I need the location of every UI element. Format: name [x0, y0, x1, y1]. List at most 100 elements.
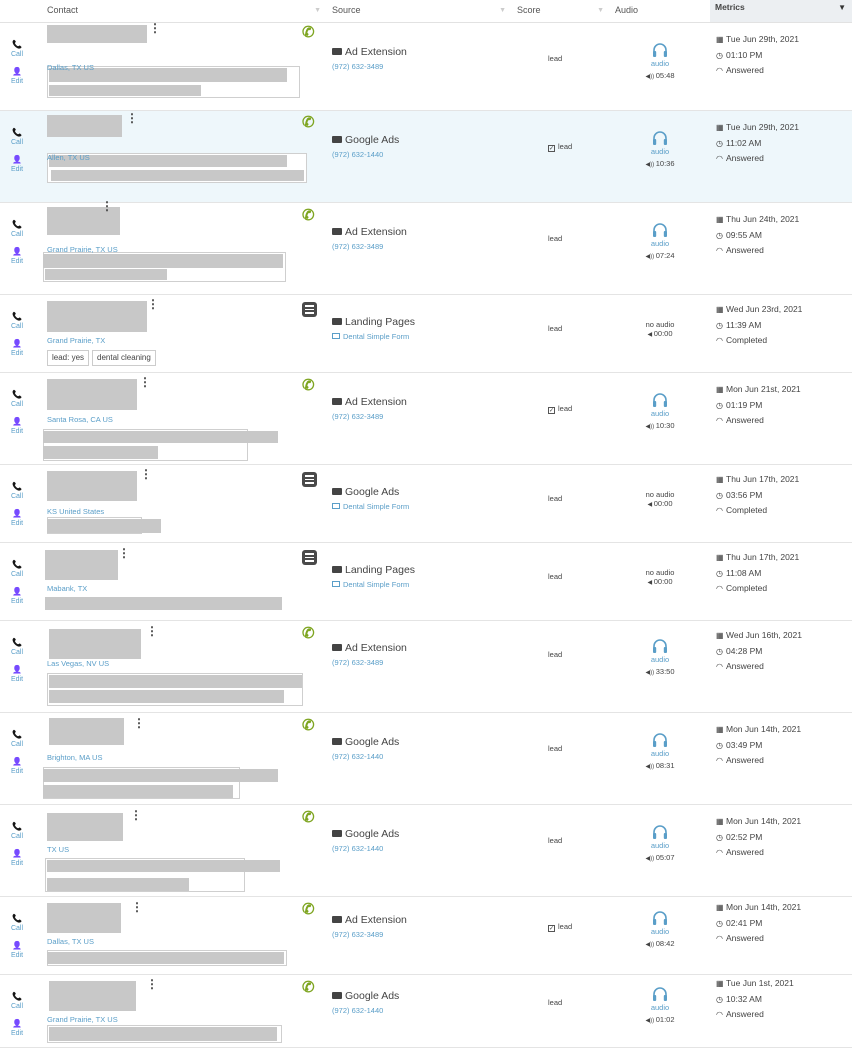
call-button[interactable]: 📞 Call: [9, 821, 25, 841]
table-row[interactable]: 📞 Call 👤 Edit ⋮ KS United States Google Ads Den…: [0, 465, 852, 543]
more-options-icon[interactable]: ⋮: [101, 199, 113, 213]
call-button[interactable]: 📞 Call: [9, 219, 25, 239]
more-options-icon[interactable]: ⋮: [147, 297, 159, 311]
tracking-number-link[interactable]: (972) 632-3489: [332, 62, 407, 71]
headphones-icon[interactable]: [651, 909, 669, 927]
edit-button[interactable]: 👤 Edit: [9, 508, 25, 528]
call-status-text: Completed: [726, 335, 768, 345]
table-row[interactable]: 📞 Call 👤 Edit ⋮ TX US ✆ Google Ads (972) 632-144…: [0, 805, 852, 897]
form-name-link[interactable]: Dental Simple Form: [332, 502, 409, 511]
call-time: ◷ 10:32 AM: [716, 992, 794, 1008]
form-name-link[interactable]: Dental Simple Form: [332, 580, 415, 589]
more-options-icon[interactable]: ⋮: [133, 716, 145, 730]
score-cell: lead: [548, 494, 562, 503]
column-header-audio[interactable]: Audio: [610, 0, 710, 22]
edit-button[interactable]: 👤 Edit: [9, 1018, 25, 1038]
sort-icon[interactable]: ▼: [314, 7, 321, 14]
tracking-number-link[interactable]: (972) 632-1440: [332, 844, 399, 853]
call-button[interactable]: 📞 Call: [9, 389, 25, 409]
audio-label[interactable]: audio: [650, 409, 670, 418]
call-button[interactable]: 📞 Call: [9, 559, 25, 579]
edit-button[interactable]: 👤 Edit: [9, 416, 25, 436]
table-row[interactable]: 📞 Call 👤 Edit ⋮ Allen, TX US ✆ Google Ads (972) …: [0, 111, 852, 203]
call-button[interactable]: 📞 Call: [9, 991, 25, 1011]
call-button[interactable]: 📞 Call: [9, 637, 25, 657]
table-row[interactable]: 📞 Call 👤 Edit ⋮ Santa Rosa, CA US ✆ Ad Extensio…: [0, 373, 852, 465]
table-row[interactable]: 📞 Call 👤 Edit ⋮ Mabank, TX Landing Pages Dental…: [0, 543, 852, 621]
tag-badge[interactable]: dental cleaning: [92, 350, 156, 366]
sort-down-icon[interactable]: ▼: [838, 3, 846, 12]
headphones-icon[interactable]: [651, 637, 669, 655]
audio-cell: audio ◀)) 10:30: [640, 391, 680, 430]
call-button[interactable]: 📞 Call: [9, 39, 25, 59]
audio-label[interactable]: audio: [650, 927, 670, 936]
more-options-icon[interactable]: ⋮: [131, 900, 143, 914]
headphones-icon[interactable]: [651, 731, 669, 749]
audio-label[interactable]: audio: [650, 655, 670, 664]
checkbox-checked-icon[interactable]: ✓: [548, 145, 555, 152]
edit-button[interactable]: 👤 Edit: [9, 664, 25, 684]
call-time: ◷ 11:02 AM: [716, 136, 799, 152]
calendar-icon: ▦: [716, 979, 724, 988]
audio-label[interactable]: audio: [650, 749, 670, 758]
sort-icon[interactable]: ▼: [597, 7, 604, 14]
tracking-number-link[interactable]: (972) 632-1440: [332, 150, 399, 159]
more-options-icon[interactable]: ⋮: [146, 624, 158, 638]
table-row[interactable]: 📞 Call 👤 Edit ⋮ Grand Prairie, TX US ✆ Google A…: [0, 975, 852, 1048]
table-row[interactable]: 📞 Call 👤 Edit ⋮ Las Vegas, NV US ✆ Ad Extension…: [0, 621, 852, 713]
headphones-icon[interactable]: [651, 985, 669, 1003]
table-row[interactable]: 📞 Call 👤 Edit ⋮ Grand Prairie, TX US ✆ Ad Exten…: [0, 199, 852, 295]
more-options-icon[interactable]: ⋮: [146, 977, 158, 991]
headphones-icon[interactable]: [651, 41, 669, 59]
sort-icon[interactable]: ▼: [499, 7, 506, 14]
headphones-icon[interactable]: [651, 129, 669, 147]
edit-button[interactable]: 👤 Edit: [9, 848, 25, 868]
more-options-icon[interactable]: ⋮: [140, 467, 152, 481]
call-button[interactable]: 📞 Call: [9, 127, 25, 147]
column-header-source[interactable]: Source ▼: [327, 0, 512, 22]
audio-label[interactable]: audio: [650, 1003, 670, 1012]
headphones-icon[interactable]: [651, 823, 669, 841]
more-options-icon[interactable]: ⋮: [139, 375, 151, 389]
more-options-icon[interactable]: ⋮: [130, 808, 142, 822]
more-options-icon[interactable]: ⋮: [118, 546, 130, 560]
more-options-icon[interactable]: ⋮: [126, 111, 138, 125]
tracking-number-link[interactable]: (972) 632-3489: [332, 658, 407, 667]
tracking-number-link[interactable]: (972) 632-3489: [332, 242, 407, 251]
audio-label[interactable]: audio: [650, 239, 670, 248]
call-button[interactable]: 📞 Call: [9, 481, 25, 501]
source-cell: Landing Pages Dental Simple Form: [332, 564, 415, 589]
audio-label[interactable]: audio: [650, 59, 670, 68]
edit-button[interactable]: 👤 Edit: [9, 338, 25, 358]
headphones-icon[interactable]: [651, 221, 669, 239]
call-button[interactable]: 📞 Call: [9, 311, 25, 331]
checkbox-checked-icon[interactable]: ✓: [548, 407, 555, 414]
edit-button[interactable]: 👤 Edit: [9, 66, 25, 86]
column-header-score[interactable]: Score ▼: [512, 0, 610, 22]
call-button[interactable]: 📞 Call: [9, 729, 25, 749]
headphones-icon[interactable]: [651, 391, 669, 409]
tracking-number-link[interactable]: (972) 632-1440: [332, 752, 399, 761]
call-button[interactable]: 📞 Call: [9, 913, 25, 933]
tracking-number-link[interactable]: (972) 632-3489: [332, 412, 407, 421]
form-name-link[interactable]: Dental Simple Form: [332, 332, 415, 341]
table-row[interactable]: 📞 Call 👤 Edit ⋮ Grand Prairie, TX lead: yes den…: [0, 295, 852, 373]
edit-button[interactable]: 👤 Edit: [9, 586, 25, 606]
edit-button[interactable]: 👤 Edit: [9, 756, 25, 776]
edit-button[interactable]: 👤 Edit: [9, 154, 25, 174]
edit-button[interactable]: 👤 Edit: [9, 246, 25, 266]
source-name: Ad Extension: [332, 396, 407, 408]
table-row[interactable]: 📞 Call 👤 Edit ⋮ Dallas, TX US ✆ Ad Extension (97…: [0, 897, 852, 975]
audio-label[interactable]: audio: [650, 147, 670, 156]
column-header-contact[interactable]: Contact ▼: [42, 0, 327, 22]
audio-label[interactable]: audio: [650, 841, 670, 850]
checkbox-checked-icon[interactable]: ✓: [548, 925, 555, 932]
tag-badge[interactable]: lead: yes: [47, 350, 90, 366]
tracking-number-link[interactable]: (972) 632-3489: [332, 930, 407, 939]
tracking-number-link[interactable]: (972) 632-1440: [332, 1006, 399, 1015]
more-options-icon[interactable]: ⋮: [149, 21, 161, 35]
edit-button[interactable]: 👤 Edit: [9, 940, 25, 960]
table-row[interactable]: 📞 Call 👤 Edit ⋮ Dallas, TX US ✆ Ad Extension (97…: [0, 21, 852, 111]
column-header-metrics[interactable]: Metrics ▼: [710, 0, 852, 22]
table-row[interactable]: 📞 Call 👤 Edit ⋮ Brighton, MA US ✆ Google Ads (97…: [0, 713, 852, 805]
